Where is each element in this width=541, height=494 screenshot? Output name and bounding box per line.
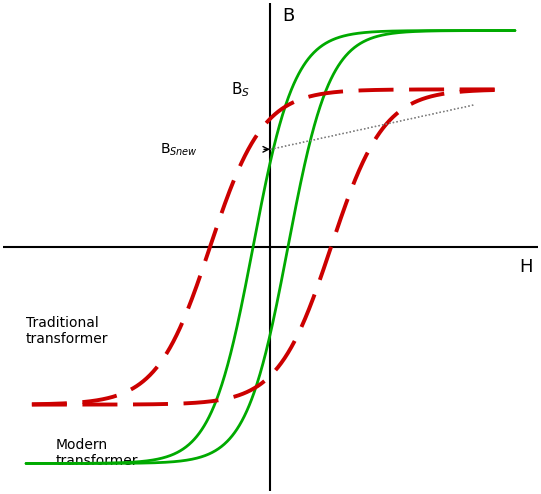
Text: H: H [519,258,532,276]
Text: B$_{Snew}$: B$_{Snew}$ [160,141,198,158]
Text: Modern
transformer: Modern transformer [55,438,137,468]
Text: Traditional
transformer: Traditional transformer [26,316,109,346]
Text: B: B [282,7,294,25]
Text: B$_S$: B$_S$ [230,81,249,99]
